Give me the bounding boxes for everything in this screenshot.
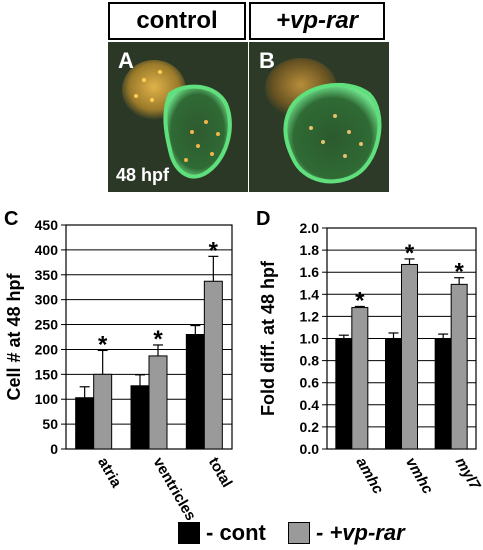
y-tick-label: 450 bbox=[35, 217, 59, 233]
y-tick-label: 1.4 bbox=[300, 286, 320, 302]
bar-cont bbox=[434, 338, 452, 450]
treatment-header: +vp-rar bbox=[249, 2, 385, 40]
y-tick-label: 0.8 bbox=[300, 353, 320, 369]
y-tick-label: 0 bbox=[50, 441, 58, 457]
heart-fluorescence-image-treatment bbox=[265, 58, 382, 184]
bar-cont bbox=[335, 338, 353, 450]
y-tick-label: 1.8 bbox=[300, 242, 320, 258]
control-header: control bbox=[108, 2, 246, 40]
significance-star: * bbox=[98, 331, 108, 358]
category-label: vmhc bbox=[402, 455, 437, 498]
y-tick-label: 0.0 bbox=[300, 441, 320, 457]
panel-letter-a: A bbox=[118, 48, 134, 73]
bar-vp-rar bbox=[351, 307, 369, 450]
significance-star: * bbox=[405, 240, 415, 267]
y-tick-label: 350 bbox=[35, 267, 59, 283]
fold-difference-chart: 0.0 0.2 0.4 0.6 0.8 1.0 1.2 1.4 1.6 1.8 2.0 * amhc * v… bbox=[258, 220, 483, 498]
y-tick-label: 100 bbox=[35, 391, 59, 407]
significance-star: * bbox=[153, 326, 163, 353]
y-tick-label: 200 bbox=[35, 341, 59, 357]
panel-letter-b: B bbox=[259, 48, 275, 73]
chart-letter-c: C bbox=[4, 208, 19, 230]
significance-star: * bbox=[355, 287, 365, 314]
y-axis-label: Fold diff. at 48 hpf bbox=[258, 260, 278, 416]
legend-treatment-swatch bbox=[288, 522, 310, 544]
y-tick-label: 2.0 bbox=[300, 220, 320, 236]
y-tick-label: 300 bbox=[35, 292, 59, 308]
category-label: amhc bbox=[352, 455, 387, 498]
y-axis-label: Cell # at 48 hpf bbox=[4, 272, 24, 400]
legend-control: - cont bbox=[178, 520, 266, 546]
significance-star: * bbox=[454, 259, 464, 286]
legend-control-swatch bbox=[178, 522, 200, 544]
y-tick-label: 50 bbox=[42, 416, 58, 432]
bar-vp-rar bbox=[401, 263, 418, 450]
y-tick-label: 400 bbox=[35, 242, 59, 258]
micrograph-treatment: B bbox=[249, 42, 389, 192]
heart-fluorescence-image-control bbox=[122, 60, 232, 179]
y-tick-label: 1.0 bbox=[300, 331, 320, 347]
y-tick-label: 1.6 bbox=[300, 264, 320, 280]
legend-treatment-label: - +vp-rar bbox=[316, 520, 405, 545]
legend-treatment: - +vp-rar bbox=[288, 520, 405, 546]
y-tick-label: 0.2 bbox=[300, 419, 320, 435]
cell-count-chart: 050100150200250300350400450*atria*ventri… bbox=[4, 217, 235, 520]
bar-cont bbox=[385, 338, 402, 450]
significance-star: * bbox=[209, 237, 219, 264]
category-label: myl7 bbox=[452, 455, 483, 494]
y-tick-label: 1.2 bbox=[300, 308, 320, 324]
micrograph-control: A 48 hpf bbox=[108, 42, 248, 192]
y-tick-label: 250 bbox=[35, 317, 59, 333]
chart-letter-d: D bbox=[256, 208, 271, 230]
y-tick-label: 0.4 bbox=[300, 397, 320, 413]
stage-label: 48 hpf bbox=[116, 165, 170, 185]
legend-control-label: - cont bbox=[206, 520, 266, 545]
y-tick-label: 0.6 bbox=[300, 375, 320, 391]
y-tick-label: 150 bbox=[35, 366, 59, 382]
bar-vp-rar bbox=[450, 283, 468, 450]
